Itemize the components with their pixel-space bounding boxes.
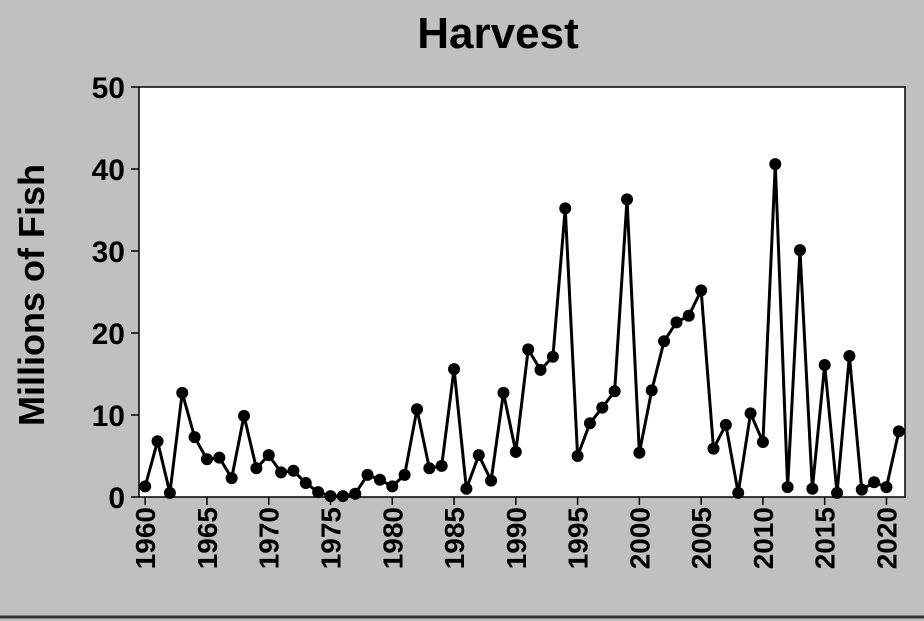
point bbox=[806, 482, 819, 495]
point bbox=[262, 449, 275, 462]
point bbox=[695, 284, 708, 297]
point bbox=[868, 476, 881, 489]
point bbox=[176, 386, 189, 399]
point bbox=[485, 474, 498, 487]
point bbox=[559, 202, 572, 215]
x-tick-label: 2000 bbox=[624, 507, 655, 569]
point bbox=[707, 442, 720, 455]
point bbox=[373, 473, 386, 486]
point bbox=[546, 350, 559, 363]
point bbox=[682, 309, 695, 322]
point bbox=[880, 481, 893, 494]
x-tick-label: 1990 bbox=[501, 507, 532, 569]
point bbox=[225, 472, 238, 485]
point bbox=[732, 486, 745, 499]
x-tick-label: 1965 bbox=[192, 507, 223, 569]
point bbox=[892, 425, 905, 438]
point bbox=[312, 486, 325, 499]
point bbox=[336, 490, 349, 503]
point bbox=[744, 407, 757, 420]
point bbox=[818, 358, 831, 371]
point bbox=[621, 193, 634, 206]
x-tick-label: 1980 bbox=[377, 507, 408, 569]
y-tick-label: 20 bbox=[92, 318, 125, 351]
point bbox=[213, 451, 226, 464]
x-tick-label: 2015 bbox=[810, 507, 841, 569]
point bbox=[163, 486, 176, 499]
point bbox=[793, 244, 806, 257]
point bbox=[188, 431, 201, 444]
point bbox=[324, 490, 337, 503]
point bbox=[435, 459, 448, 472]
y-tick-label: 50 bbox=[92, 72, 125, 105]
point bbox=[151, 435, 164, 448]
point bbox=[781, 481, 794, 494]
point bbox=[831, 486, 844, 499]
point bbox=[596, 401, 609, 414]
point bbox=[855, 483, 868, 496]
point bbox=[349, 487, 362, 500]
point bbox=[472, 449, 485, 462]
point bbox=[769, 158, 782, 171]
point bbox=[522, 343, 535, 356]
point bbox=[756, 436, 769, 449]
chart-title: Harvest bbox=[417, 9, 579, 58]
point bbox=[361, 468, 374, 481]
point bbox=[460, 482, 473, 495]
x-tick-label: 1985 bbox=[439, 507, 470, 569]
x-tick-label: 1995 bbox=[563, 507, 594, 569]
point bbox=[238, 409, 251, 422]
point bbox=[423, 462, 436, 475]
point bbox=[534, 363, 547, 376]
y-tick-label: 40 bbox=[92, 154, 125, 187]
point bbox=[398, 468, 411, 481]
point bbox=[843, 349, 856, 362]
y-axis-label: Millions of Fish bbox=[11, 164, 52, 426]
y-tick-label: 0 bbox=[108, 482, 125, 515]
point bbox=[386, 480, 399, 493]
x-tick-label: 1970 bbox=[254, 507, 285, 569]
x-tick-label: 1960 bbox=[130, 507, 161, 569]
point bbox=[645, 384, 658, 397]
point bbox=[200, 453, 213, 466]
x-tick-label: 1975 bbox=[316, 507, 347, 569]
plot-area bbox=[138, 86, 906, 498]
point bbox=[275, 466, 288, 479]
point bbox=[250, 462, 263, 475]
point bbox=[633, 446, 646, 459]
y-tick-label: 30 bbox=[92, 236, 125, 269]
point bbox=[583, 417, 596, 430]
point bbox=[139, 480, 152, 493]
x-tick-label: 2010 bbox=[748, 507, 779, 569]
point bbox=[448, 363, 461, 376]
point bbox=[670, 316, 683, 329]
point bbox=[658, 335, 671, 348]
point bbox=[509, 445, 522, 458]
point bbox=[719, 418, 732, 431]
x-tick-label: 2005 bbox=[686, 507, 717, 569]
point bbox=[299, 477, 312, 490]
point bbox=[608, 385, 621, 398]
point bbox=[287, 464, 300, 477]
point bbox=[571, 450, 584, 462]
x-tick-label: 2020 bbox=[871, 507, 902, 569]
y-tick-label: 10 bbox=[92, 400, 125, 433]
point bbox=[497, 386, 510, 399]
point bbox=[410, 403, 423, 416]
